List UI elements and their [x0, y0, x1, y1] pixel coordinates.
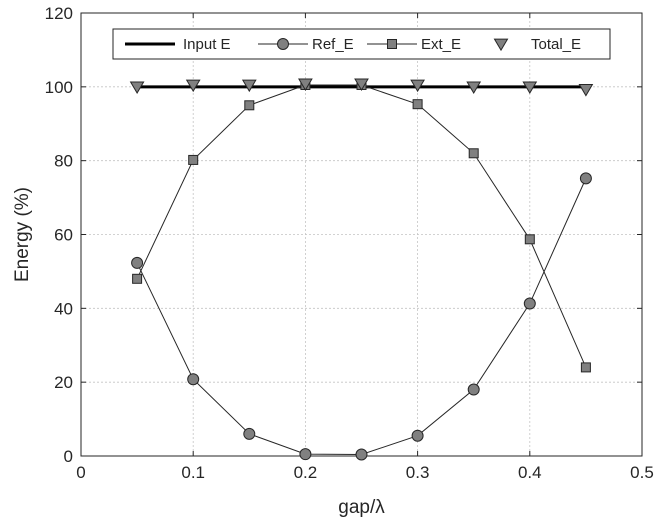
y-tick-label: 60 [54, 226, 73, 245]
legend-label: Ref_E [312, 36, 354, 53]
legend-label: Total_E [531, 36, 581, 53]
legend-marker [493, 38, 509, 52]
series-layer [129, 78, 594, 461]
series-ref-e [131, 172, 592, 461]
legend-label: Ext_E [421, 36, 461, 53]
series-line [136, 178, 587, 456]
data-point [241, 79, 257, 93]
data-point [466, 81, 482, 94]
data-point [578, 84, 594, 97]
legend-marker [387, 39, 397, 49]
x-tick-label: 0.5 [630, 463, 654, 482]
series-ext-e [132, 79, 591, 373]
legend-entry: Ref_E [258, 36, 354, 53]
x-axis-label: gap/λ [338, 497, 385, 518]
data-point [524, 234, 535, 245]
x-tick-label: 0 [76, 463, 85, 482]
data-point [187, 373, 200, 386]
data-point [129, 81, 145, 94]
data-point [579, 172, 592, 185]
legend: Input E Ref_E Ext_E Total_E [112, 28, 611, 60]
legend-box [112, 28, 611, 60]
data-point [299, 448, 312, 461]
x-tick-label: 0.4 [518, 463, 542, 482]
series-line [136, 84, 587, 368]
data-point [467, 383, 480, 396]
legend-marker [277, 38, 289, 50]
data-point [131, 256, 144, 269]
data-point [412, 99, 423, 110]
data-point [243, 427, 256, 440]
y-tick-label: 0 [64, 447, 73, 466]
data-point [354, 78, 369, 92]
y-tick-label: 80 [54, 152, 73, 171]
x-tick-label: 0.1 [181, 463, 205, 482]
data-point [468, 148, 479, 159]
y-tick-label: 20 [54, 373, 73, 392]
x-tick-label: 0.2 [294, 463, 318, 482]
data-point [523, 297, 536, 310]
data-point [522, 81, 538, 94]
y-tick-label: 120 [45, 4, 73, 23]
data-point [244, 100, 255, 111]
data-point [188, 154, 199, 165]
data-point [185, 79, 201, 93]
data-point [132, 273, 143, 284]
y-tick-label: 100 [45, 78, 73, 97]
data-point [411, 429, 424, 442]
data-point [410, 79, 425, 93]
x-tick-label: 0.3 [406, 463, 430, 482]
y-tick-label: 40 [54, 299, 73, 318]
legend-entry: Input E [125, 36, 231, 53]
legend-entry: Ext_E [367, 36, 461, 53]
data-point [298, 78, 313, 92]
data-point [355, 448, 368, 461]
y-axis-label: Energy (%) [12, 187, 33, 282]
axis-ticks: 0 0.1 0.2 0.3 0.4 0.5 0 20 40 60 80 100 120 [45, 4, 654, 482]
data-point [580, 362, 591, 373]
legend-label: Input E [183, 36, 231, 53]
series-total-e [129, 78, 594, 97]
legend-entry: Total_E [493, 36, 581, 53]
